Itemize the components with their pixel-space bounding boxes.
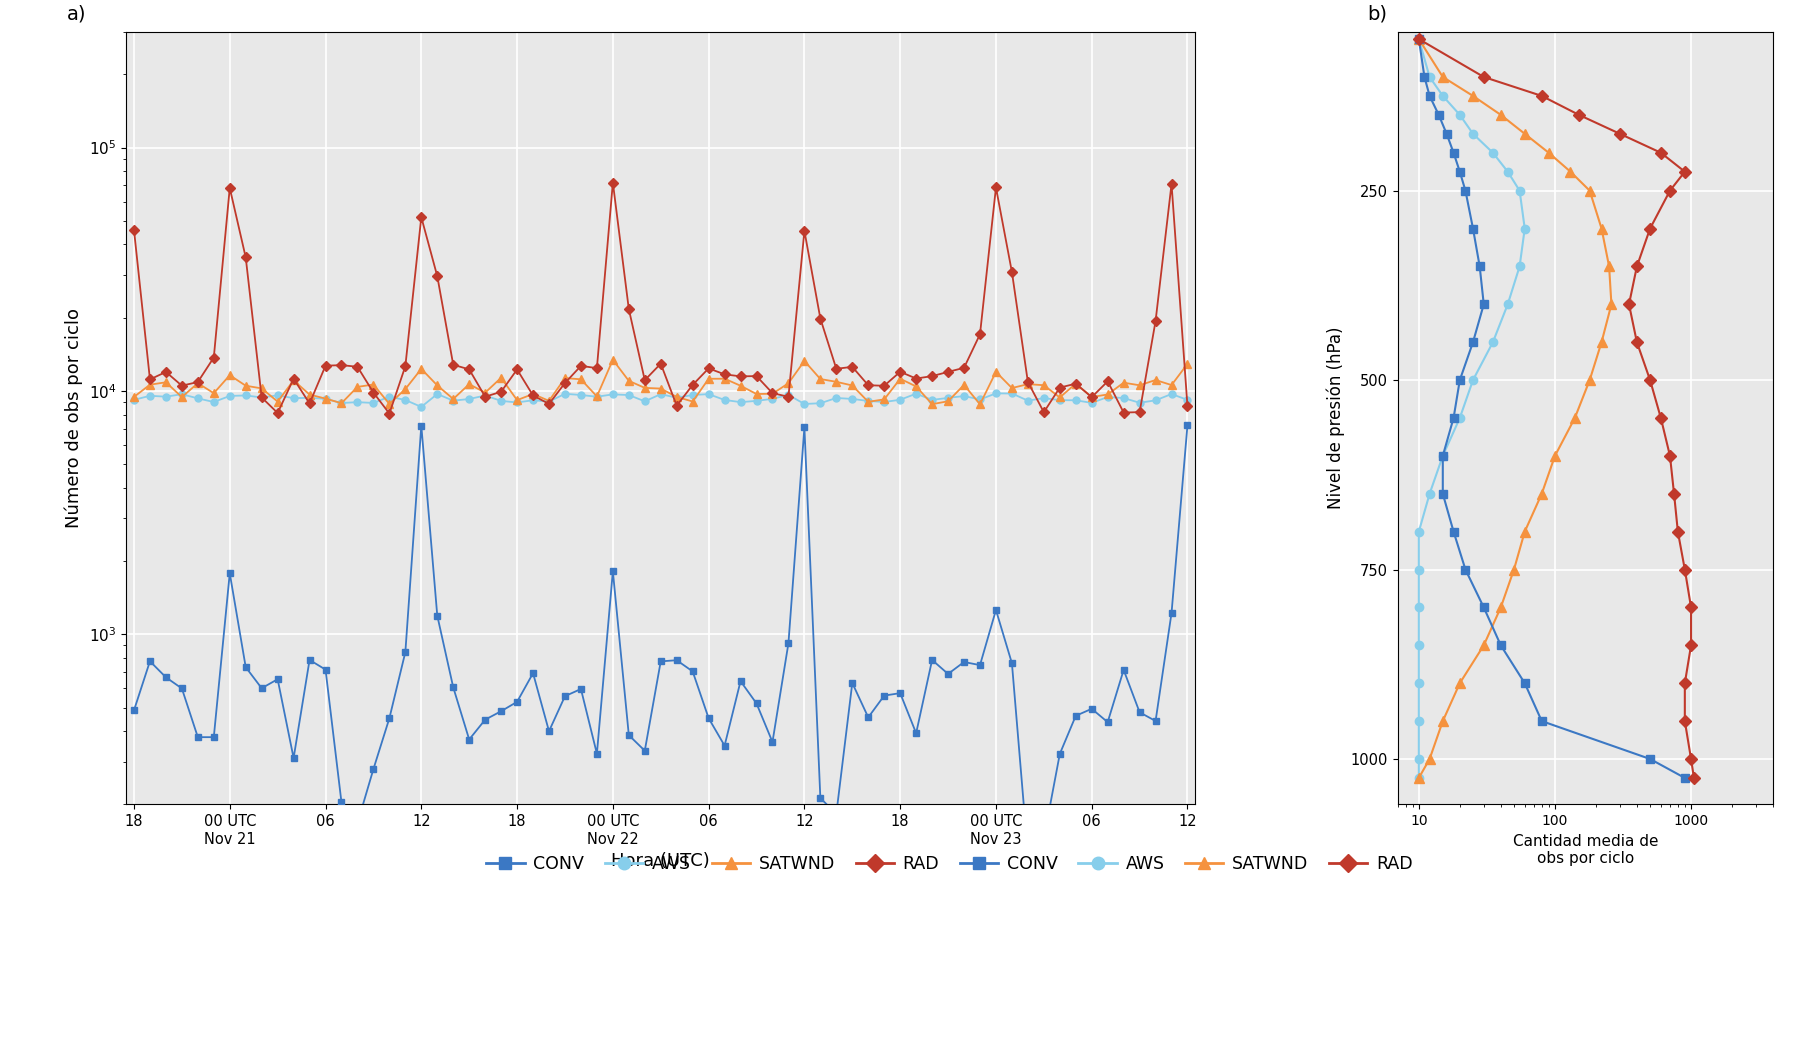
X-axis label: Cantidad media de
obs por ciclo: Cantidad media de obs por ciclo bbox=[1512, 834, 1658, 866]
X-axis label: Hora (UTC): Hora (UTC) bbox=[612, 853, 711, 870]
Legend: CONV, AWS, SATWND, RAD, CONV, AWS, SATWND, RAD: CONV, AWS, SATWND, RAD, CONV, AWS, SATWN… bbox=[486, 856, 1413, 874]
Text: b): b) bbox=[1368, 5, 1388, 24]
Y-axis label: Número de obs por ciclo: Número de obs por ciclo bbox=[65, 308, 83, 528]
Text: a): a) bbox=[67, 5, 86, 24]
Y-axis label: Nivel de presión (hPa): Nivel de presión (hPa) bbox=[1327, 327, 1345, 509]
